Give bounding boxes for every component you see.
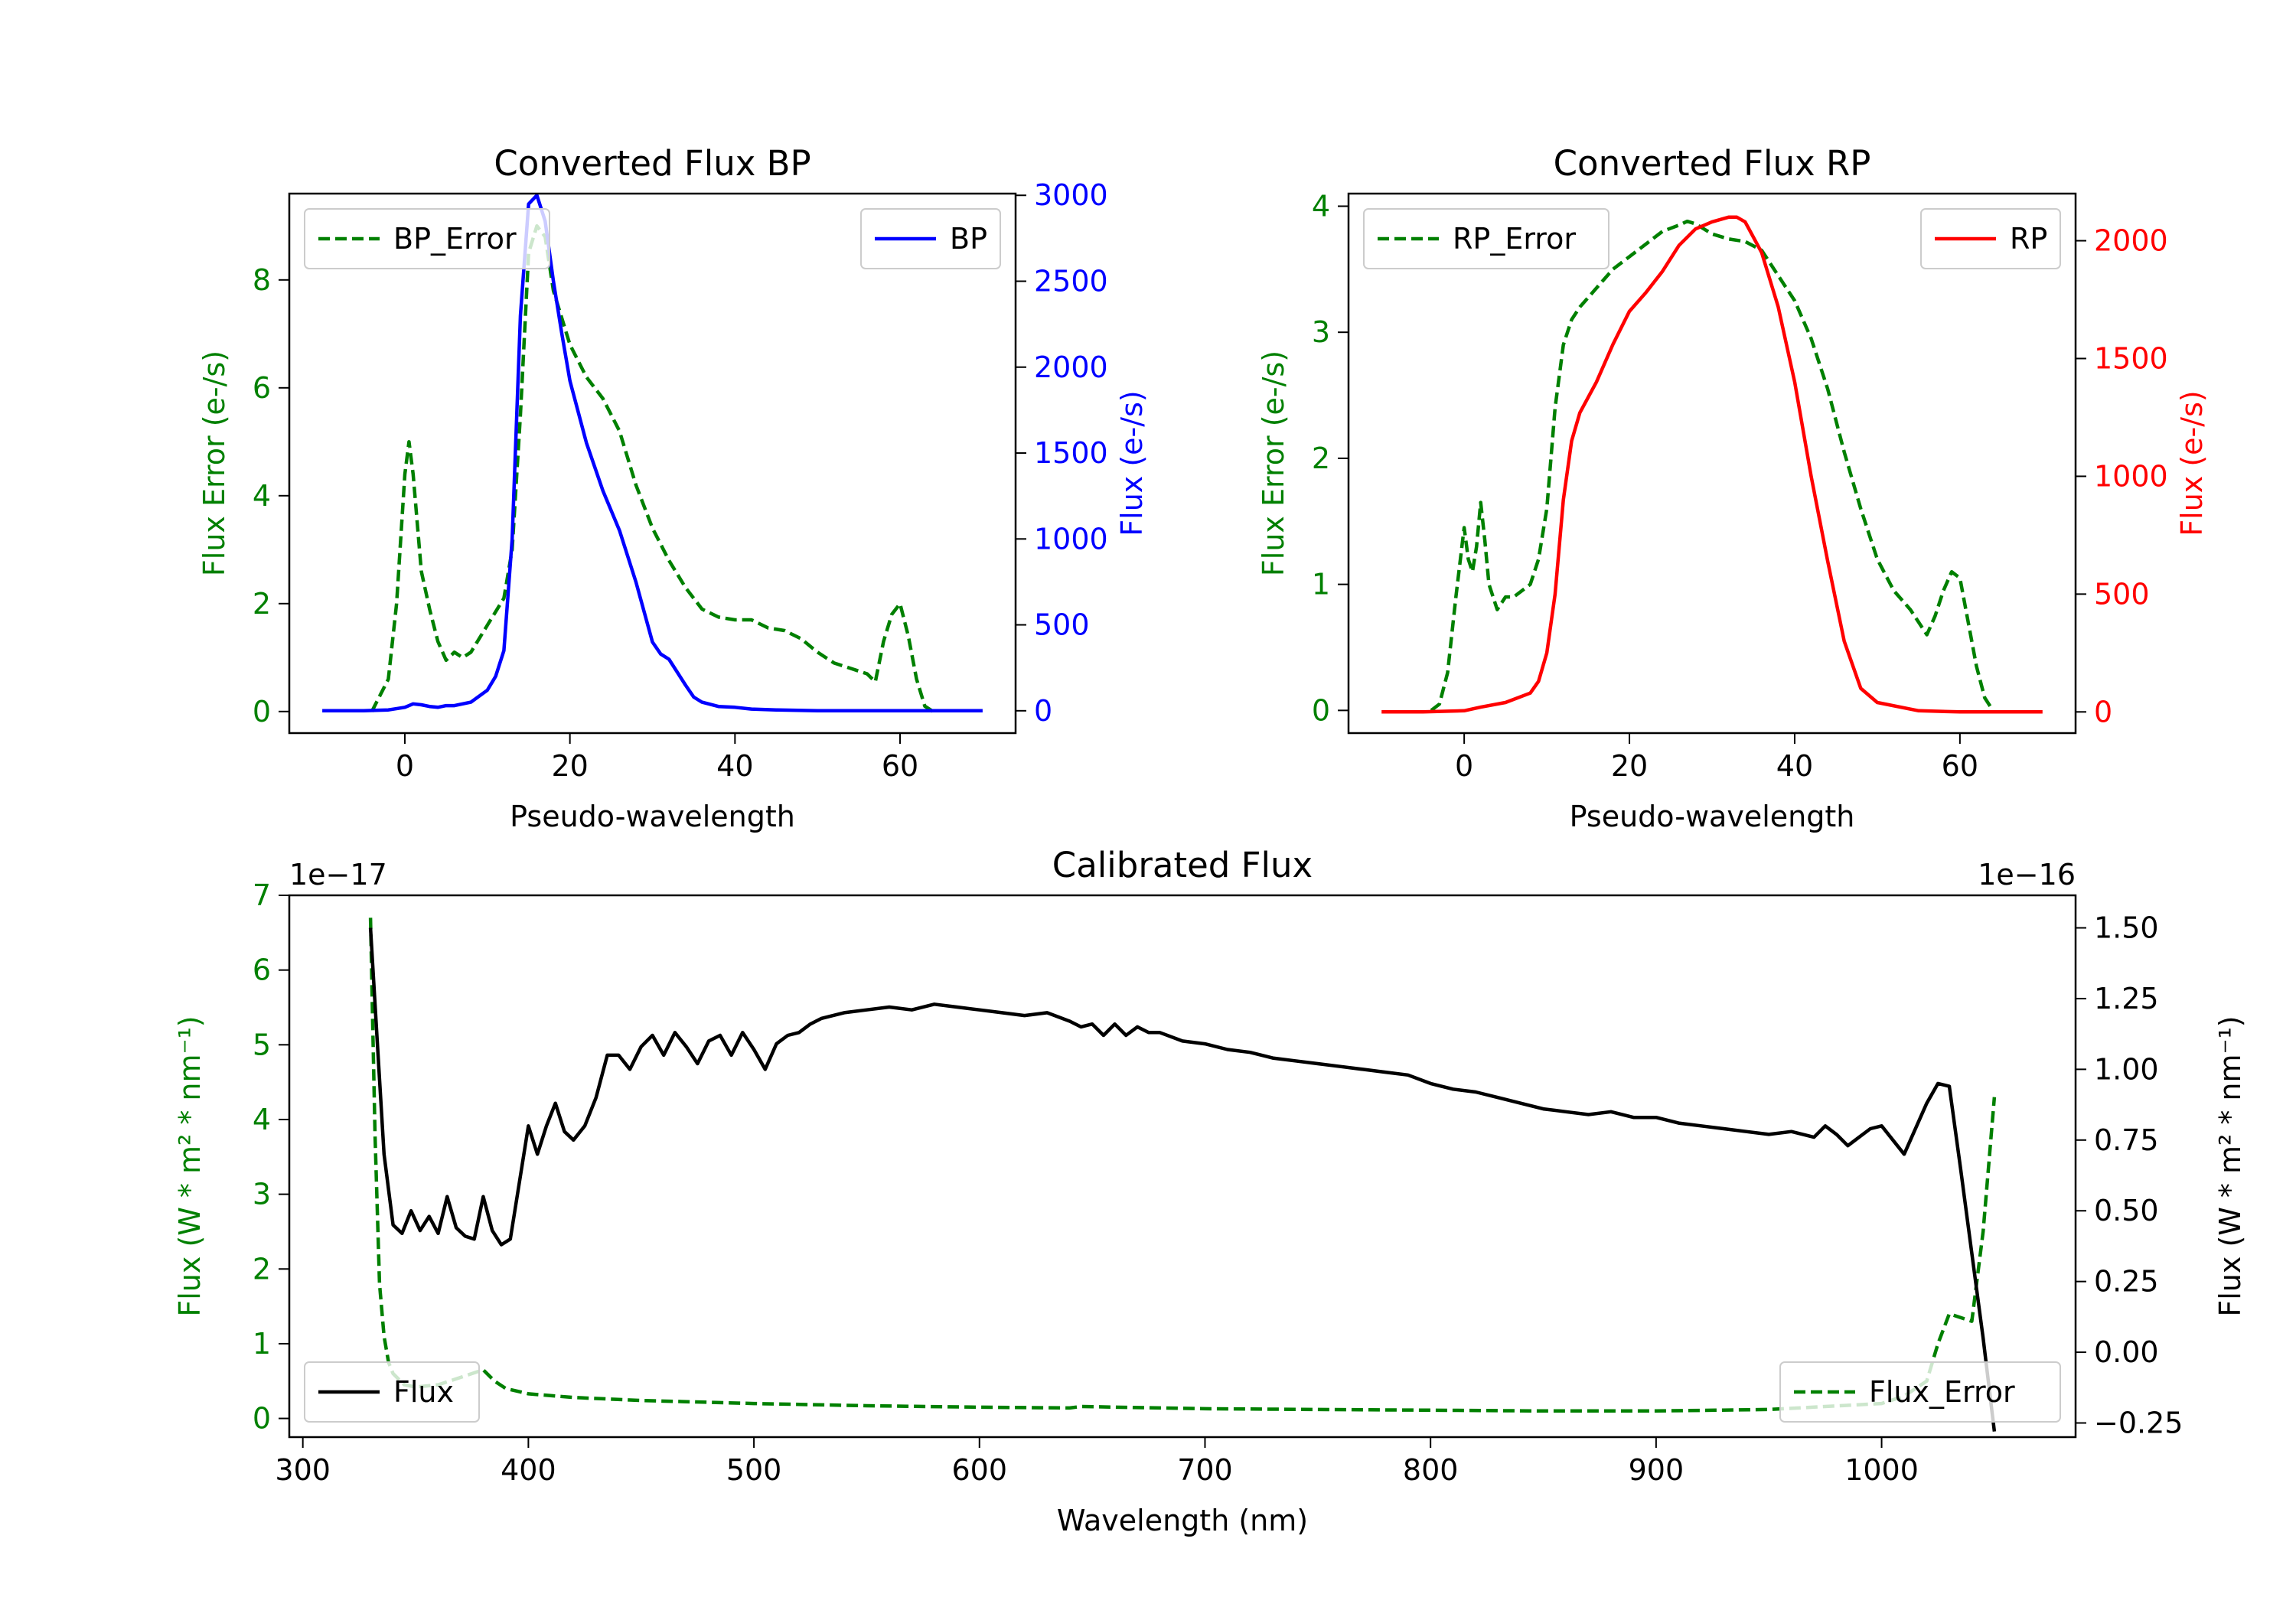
- y-right-tick-label: 0.75: [2094, 1123, 2159, 1157]
- x-tick-label: 60: [882, 749, 918, 783]
- y-left-tick-label: 8: [253, 263, 271, 297]
- legend-flux: Flux: [304, 1361, 480, 1423]
- x-tick-label: 0: [396, 749, 414, 783]
- x-axis-label: Pseudo-wavelength: [1570, 800, 1855, 833]
- legend-bp: BP: [860, 208, 1001, 269]
- y-right-tick-label: 1.00: [2094, 1052, 2159, 1086]
- legend-box: [304, 1361, 480, 1423]
- chart-title: Calibrated Flux: [1052, 845, 1313, 885]
- y-left-offset-text: 1e−17: [289, 858, 387, 892]
- legend-label: RP_Error: [1453, 222, 1576, 256]
- x-tick-label: 1000: [1844, 1453, 1919, 1487]
- axes-frame: [1347, 192, 2077, 735]
- y-left-tick-label: 5: [253, 1028, 271, 1061]
- y-left-tick-label: 1: [1312, 568, 1330, 601]
- y-left-tick-label: 3: [253, 1178, 271, 1211]
- y-right-tick-label: 0.25: [2094, 1265, 2159, 1299]
- x-tick-label: 20: [551, 749, 588, 783]
- y-left-axis-label: Flux (W * m² * nm⁻¹): [173, 1015, 207, 1316]
- x-tick-label: 60: [1942, 749, 1978, 783]
- chart-title: Converted Flux BP: [494, 143, 810, 184]
- series-line-rp-error: [1430, 219, 1994, 712]
- x-tick-label: 20: [1611, 749, 1648, 783]
- y-right-axis-label: Flux (e-/s): [1115, 390, 1149, 536]
- y-left-tick-label: 4: [253, 1103, 271, 1136]
- y-right-axis-label: Flux (e-/s): [2175, 390, 2209, 536]
- legend-box: [304, 208, 550, 269]
- x-tick-label: 40: [1776, 749, 1813, 783]
- y-right-tick-label: 1000: [2094, 459, 2168, 493]
- x-tick-label: 400: [501, 1453, 556, 1487]
- x-tick-label: 40: [716, 749, 753, 783]
- axes-frame: [288, 192, 1017, 735]
- y-right-tick-label: 500: [2094, 577, 2150, 611]
- legend-rp-error: RP_Error: [1363, 208, 1609, 269]
- y-right-tick-label: 1.25: [2094, 982, 2159, 1015]
- y-right-tick-label: 500: [1034, 608, 1090, 642]
- x-axis-label: Wavelength (nm): [1057, 1504, 1308, 1537]
- y-left-axis-label: Flux Error (e-/s): [1257, 350, 1290, 576]
- legend-label: BP: [950, 222, 987, 256]
- series-line-rp: [1381, 215, 2043, 714]
- y-right-tick-label: 3000: [1034, 178, 1108, 212]
- y-right-tick-label: 2000: [2094, 224, 2168, 258]
- y-left-tick-label: 4: [1312, 189, 1330, 223]
- series-line-bp-error: [370, 224, 934, 713]
- legend-rp: RP: [1920, 208, 2061, 269]
- calibrated-panel: 300 400 500 600 700 800 900 1000 0 1 2 3 4 5 6 7 −0.25 0.…: [173, 845, 2247, 1537]
- x-tick-label: 500: [726, 1453, 782, 1487]
- y-left-tick-label: 6: [253, 371, 271, 405]
- legend-box: [1363, 208, 1609, 269]
- chart-title: Converted Flux RP: [1554, 143, 1871, 184]
- x-axis-label: Pseudo-wavelength: [510, 800, 795, 833]
- legend-flux-error: Flux_Error: [1779, 1361, 2061, 1423]
- y-left-tick-label: 4: [253, 479, 271, 513]
- legend-label: Flux_Error: [1869, 1375, 2015, 1409]
- legend-box: [1779, 1361, 2061, 1423]
- y-left-tick-label: 3: [1312, 315, 1330, 349]
- x-tick-label: 900: [1629, 1453, 1684, 1487]
- legend-label: BP_Error: [393, 222, 517, 256]
- y-left-tick-label: 2: [1312, 442, 1330, 475]
- y-left-tick-label: 0: [253, 695, 271, 729]
- y-right-tick-label: 2500: [1034, 265, 1108, 298]
- y-left-tick-label: 6: [253, 953, 271, 987]
- series-line-flux: [368, 927, 1997, 1432]
- legend-label: RP: [2010, 222, 2047, 256]
- y-left-tick-label: 0: [1312, 693, 1330, 727]
- y-right-tick-label: 1.50: [2094, 911, 2159, 945]
- y-left-axis-label: Flux Error (e-/s): [197, 350, 231, 576]
- x-tick-label: 300: [275, 1453, 331, 1487]
- legend-bp-error: BP_Error: [304, 208, 550, 269]
- y-right-tick-label: 0.00: [2094, 1335, 2159, 1369]
- y-right-axis-label: Flux (W * m² * nm⁻¹): [2213, 1015, 2247, 1316]
- y-right-tick-label: 1000: [1034, 522, 1108, 556]
- y-left-tick-label: 2: [253, 1252, 271, 1286]
- y-right-tick-label: 1500: [2094, 342, 2168, 376]
- x-tick-label: 600: [952, 1453, 1008, 1487]
- y-right-offset-text: 1e−16: [1978, 858, 2076, 892]
- y-left-tick-label: 1: [253, 1327, 271, 1361]
- y-left-tick-label: 2: [253, 587, 271, 621]
- legend-label: Flux: [393, 1375, 454, 1409]
- x-tick-label: 700: [1177, 1453, 1233, 1487]
- y-left-tick-label: 0: [253, 1402, 271, 1436]
- x-tick-label: 0: [1455, 749, 1473, 783]
- y-right-tick-label: 0: [1034, 694, 1052, 728]
- bp-panel: 0 20 40 60 0 2 4 6 8 0 500 1000 1500 2000 2500 3000 Conv…: [197, 143, 1149, 833]
- series-line-bp: [322, 194, 983, 713]
- y-right-tick-label: 2000: [1034, 350, 1108, 384]
- x-tick-label: 800: [1403, 1453, 1459, 1487]
- y-right-tick-label: 0: [2094, 695, 2112, 729]
- y-right-tick-label: 0.50: [2094, 1194, 2159, 1227]
- y-left-tick-label: 7: [253, 878, 271, 912]
- series-line-flux-error: [368, 918, 1997, 1413]
- axes-frame: [288, 894, 2077, 1439]
- y-right-tick-label: −0.25: [2094, 1407, 2183, 1440]
- y-right-tick-label: 1500: [1034, 436, 1108, 470]
